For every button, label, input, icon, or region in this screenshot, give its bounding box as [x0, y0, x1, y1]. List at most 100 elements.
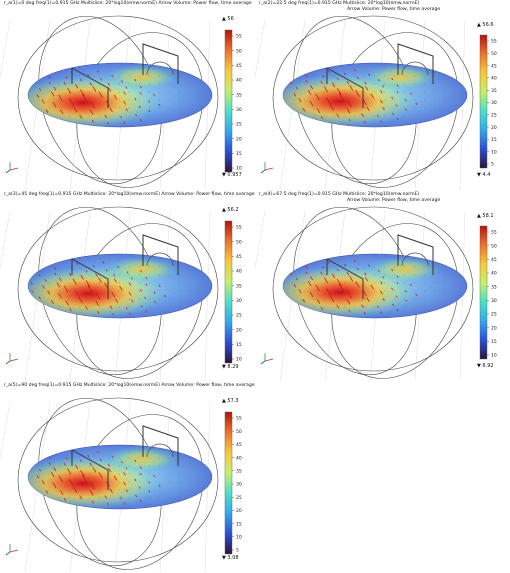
power-flow-arrow: [138, 488, 141, 492]
power-flow-arrow: [108, 257, 111, 261]
power-flow-arrow: [128, 472, 131, 476]
power-flow-arrow: [158, 297, 161, 301]
power-flow-arrow: [353, 74, 356, 78]
power-flow-arrow: [413, 265, 416, 269]
power-flow-arrow: [373, 273, 376, 277]
power-flow-arrow: [39, 468, 42, 472]
power-flow-arrow: [377, 305, 379, 309]
power-flow-arrow: [38, 296, 41, 300]
power-flow-arrow: [363, 257, 366, 261]
power-flow-arrow: [347, 291, 352, 299]
power-flow-arrow: [80, 469, 85, 478]
power-flow-arrow: [138, 74, 141, 78]
panel-title-line: r_a(2)=22.5 deg freq(1)=0.915 GHz Multis…: [259, 1, 420, 6]
power-flow-arrow: [72, 278, 77, 285]
power-flow-arrow: [128, 496, 131, 500]
power-flow-arrow: [138, 105, 141, 109]
power-flow-arrow: [125, 489, 128, 493]
power-flow-arrow: [198, 472, 201, 476]
power-flow-arrow: [138, 66, 141, 70]
power-flow-arrow: [423, 273, 426, 277]
power-flow-arrow: [158, 284, 161, 288]
power-flow-arrow: [323, 305, 326, 309]
power-flow-arrow: [333, 305, 336, 309]
power-flow-arrow: [128, 305, 131, 309]
power-flow-arrow: [88, 257, 91, 261]
power-flow-arrow: [305, 80, 308, 83]
power-flow-arrow: [348, 118, 351, 122]
power-flow-arrow: [58, 297, 61, 301]
power-flow-arrow: [128, 456, 131, 460]
power-flow-arrow: [188, 464, 191, 468]
power-flow-arrow: [158, 114, 161, 118]
colorbar-tick-label: 25: [236, 495, 242, 501]
axis-z-line: [260, 360, 266, 365]
power-flow-arrow: [343, 273, 346, 277]
power-flow-arrow: [58, 273, 61, 277]
power-flow-arrow: [36, 94, 40, 98]
power-flow-arrow: [433, 74, 436, 78]
power-flow-arrow: [58, 464, 61, 468]
power-flow-arrow: [413, 305, 416, 309]
power-flow-arrow: [118, 66, 121, 70]
power-flow-arrow: [382, 107, 385, 111]
grid-line: [255, 210, 266, 270]
power-flow-arrow: [453, 90, 456, 94]
antenna-frame: [397, 43, 434, 84]
power-flow-arrow: [373, 289, 376, 293]
power-flow-arrow: [78, 265, 81, 269]
power-flow-arrow: [58, 265, 61, 269]
plot-panel-2: r_a(2)=22.5 deg freq(1)=0.915 GHz Multis…: [255, 0, 510, 191]
power-flow-arrow: [84, 305, 88, 310]
power-flow-arrow: [178, 82, 181, 86]
colorbar-max-label: ▲ 56.6: [477, 22, 494, 28]
power-flow-arrow: [443, 106, 446, 110]
power-flow-arrow: [333, 297, 336, 301]
power-flow-arrow: [48, 281, 51, 285]
power-flow-arrow: [396, 282, 399, 285]
power-flow-arrow: [198, 98, 201, 102]
colorbar-tick-label: 30: [236, 482, 242, 488]
power-flow-arrow: [383, 106, 386, 110]
power-flow-arrow: [100, 458, 102, 462]
power-flow-arrow: [88, 488, 91, 492]
power-flow-arrow: [295, 86, 298, 90]
power-flow-arrow: [98, 480, 101, 484]
power-flow-arrow: [58, 74, 61, 78]
colorbar-tick-label: 40: [491, 76, 497, 82]
power-flow-arrow: [78, 289, 81, 293]
power-flow-arrow: [108, 74, 111, 78]
power-flow-arrow: [310, 276, 314, 281]
power-flow-arrow: [128, 82, 131, 86]
power-flow-arrow: [108, 488, 111, 492]
power-flow-arrow: [52, 482, 57, 489]
power-flow-arrow: [443, 82, 446, 86]
power-flow-arrow: [118, 114, 121, 118]
power-flow-arrow: [68, 74, 71, 78]
antenna-wire: [71, 449, 109, 490]
power-flow-arrow: [343, 281, 346, 285]
power-flow-arrow: [88, 480, 91, 484]
axis-x-line: [9, 167, 19, 171]
power-flow-arrow: [128, 312, 131, 316]
power-flow-arrow: [51, 300, 54, 304]
power-flow-arrow: [361, 113, 364, 117]
power-flow-arrow: [168, 480, 171, 484]
colorbar-tick-label: 15: [236, 342, 242, 348]
power-flow-arrow: [313, 281, 316, 285]
power-flow-arrow: [313, 273, 316, 277]
power-flow-arrow: [67, 87, 72, 94]
power-flow-arrow: [423, 74, 426, 78]
axis-x-line: [9, 358, 19, 362]
power-flow-arrow: [188, 289, 191, 293]
power-flow-arrow: [158, 257, 161, 261]
power-flow-arrow: [363, 120, 366, 124]
power-flow-arrow: [98, 91, 103, 99]
power-flow-arrow: [346, 80, 350, 85]
power-flow-arrow: [108, 281, 111, 285]
antenna-frame: [142, 234, 179, 275]
power-flow-arrow: [443, 74, 446, 78]
power-flow-arrow: [113, 278, 117, 283]
power-flow-arrow: [178, 114, 181, 118]
power-flow-arrow: [391, 77, 394, 81]
